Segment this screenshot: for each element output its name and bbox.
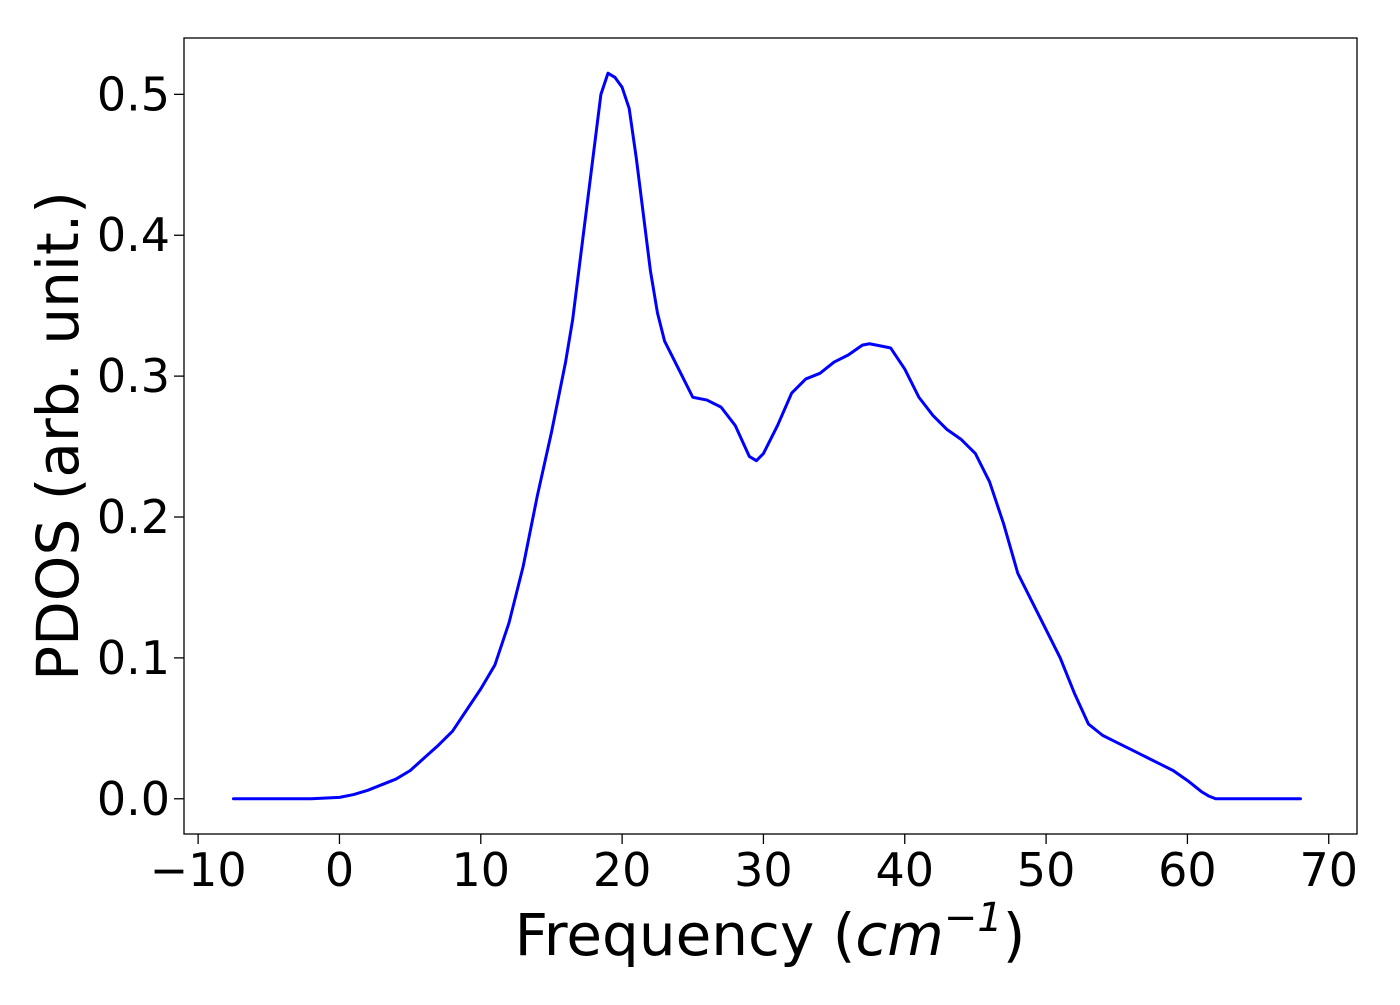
x-tick-label: 30 [734,843,793,897]
y-tick-label: 0.3 [97,349,170,403]
y-tick-label: 0.5 [97,67,170,121]
x-axis-label-main: Frequency ( [515,901,856,969]
x-tick-label: 10 [452,843,511,897]
x-axis-label-var: cm [855,901,943,969]
x-tick-label: 40 [875,843,934,897]
x-axis-label-close: ) [1003,901,1026,969]
x-tick-label: 20 [593,843,652,897]
y-tick-label: 0.0 [97,772,170,826]
x-axis: −10 0 10 20 30 40 50 60 70 [150,834,1358,897]
y-axis: 0.0 0.1 0.2 0.3 0.4 0.5 [97,67,184,826]
plot-area [183,37,1358,835]
x-tick-label: −10 [150,843,247,897]
y-tick-label: 0.2 [97,490,170,544]
x-axis-label-sup: −1 [944,895,1003,941]
axes-frame [183,37,1358,835]
x-tick-label: 70 [1299,843,1358,897]
y-tick-label: 0.1 [97,631,170,685]
y-axis-label: PDOS (arb. unit.) [24,191,92,681]
y-tick-label: 0.4 [97,208,170,262]
x-tick-label: 0 [325,843,354,897]
series-line-0 [231,71,1302,801]
x-axis-label: Frequency (cm−1) [515,895,1026,969]
x-tick-label: 50 [1017,843,1076,897]
x-tick-label: 60 [1158,843,1217,897]
